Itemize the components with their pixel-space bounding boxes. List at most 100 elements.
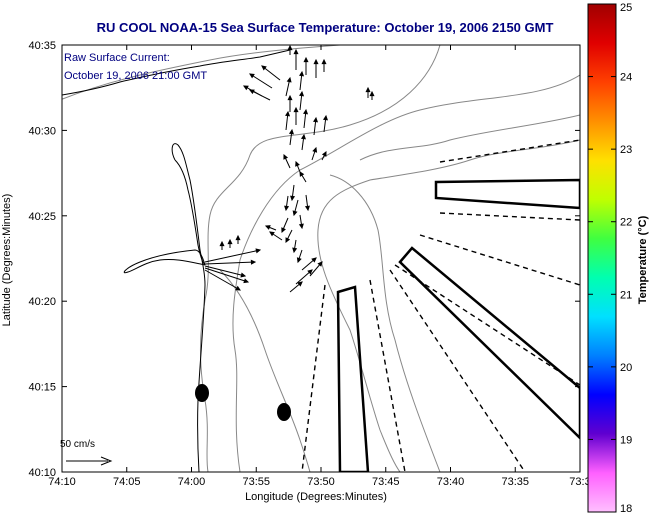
current-vector [204, 267, 249, 283]
current-vector-head [295, 160, 300, 167]
current-vector-head [304, 205, 310, 212]
current-vector-head [235, 234, 241, 241]
colorbar-ticks: 25 24 23 22 21 20 19 18 [588, 2, 632, 515]
y-tick-label: 40:35 [28, 40, 56, 52]
x-tick-label: 74:00 [178, 476, 206, 488]
scale-arrow-label: 50 cm/s [60, 439, 95, 450]
current-vector-head [313, 58, 319, 65]
current-vector-head [250, 259, 257, 265]
bathymetry-contour-inner [317, 139, 580, 472]
current-vector-head [292, 247, 298, 254]
radar-beam-line [439, 139, 580, 163]
colorbar-tick-label: 20 [620, 362, 632, 374]
x-axis-label: Longitude (Degrees:Minutes) [245, 491, 387, 503]
radar-beam-line [301, 284, 326, 472]
current-vector-head [285, 110, 291, 117]
current-vector-head [283, 153, 289, 160]
current-vector-head [312, 146, 318, 153]
current-vector-head [249, 73, 255, 79]
current-vector-head [269, 231, 275, 237]
colorbar-tick-label: 18 [620, 503, 632, 515]
current-vector-head [322, 114, 329, 121]
radar-beam-line [389, 269, 526, 472]
bathymetry-contour-deep [359, 114, 580, 161]
colorbar-label: Temperature (°C) [637, 215, 649, 304]
current-vector-head [297, 281, 303, 287]
current-vector-head [287, 45, 293, 51]
radar-beam-lines [301, 139, 580, 472]
chart-title: RU COOL NOAA-15 Sea Surface Temperature:… [97, 20, 554, 35]
current-vector-head [293, 48, 299, 55]
current-vector-head [307, 269, 313, 275]
current-vector-head [255, 248, 262, 254]
current-vector-head [298, 223, 304, 230]
current-vector-head [242, 85, 249, 91]
current-vector-head [296, 257, 302, 264]
current-vector-head [285, 237, 291, 244]
current-vector-head [365, 86, 371, 93]
current-vector [204, 265, 246, 277]
current-vector-head [286, 76, 292, 83]
x-tick-label: 73:50 [307, 476, 335, 488]
radar-sector-south [336, 285, 370, 472]
x-tick-label: 73:40 [437, 476, 465, 488]
current-vector-head [292, 210, 298, 217]
colorbar-tick-label: 23 [620, 144, 632, 156]
y-tick-label: 40:10 [28, 467, 56, 479]
x-tick-label: 74:05 [113, 476, 141, 488]
current-vector-head [288, 128, 294, 135]
current-vector-head [235, 285, 241, 291]
current-vector-head [264, 225, 271, 230]
colorbar-tick-label: 24 [620, 72, 632, 84]
current-vector-head [227, 238, 233, 245]
bathymetry-contour-mid [232, 74, 580, 472]
y-tick-label: 40:30 [28, 125, 56, 137]
annotation-line-1: Raw Surface Current: [64, 52, 170, 64]
current-vector-head [300, 133, 306, 140]
current-vector-head [303, 108, 309, 115]
radar-beam-line [369, 279, 406, 472]
radar-sector-southeast [398, 246, 580, 440]
colorbar-tick-label: 21 [620, 289, 632, 301]
radar-sectors [336, 178, 580, 472]
current-vector-head [219, 240, 225, 247]
current-vector-head [303, 56, 309, 63]
current-vector-head [243, 278, 250, 284]
current-vector-head [261, 65, 267, 71]
current-vector [204, 261, 256, 265]
radar-sector-east [434, 178, 580, 210]
current-vector [204, 269, 241, 291]
current-vector [249, 73, 273, 89]
station-marker [195, 384, 209, 402]
colorbar-gradient [587, 3, 617, 513]
x-axis: 74:10 74:05 74:00 73:55 73:50 73:45 73:40 73:35… [48, 45, 591, 488]
current-vector-head [287, 94, 293, 101]
current-vector-head [284, 205, 290, 212]
scale-arrow [66, 456, 113, 466]
colorbar-tick-label: 19 [620, 434, 632, 446]
y-tick-label: 40:15 [28, 382, 56, 394]
current-vector-head [293, 106, 299, 113]
bathymetry-contour-shelf [219, 269, 311, 472]
current-vector-head [311, 257, 317, 263]
current-vector-head [321, 58, 327, 65]
map-panel: 50 cm/s Raw Surface Current: October 19,… [60, 44, 581, 473]
y-tick-label: 40:20 [28, 296, 56, 308]
current-vector-head [317, 261, 323, 267]
y-axis-label: Latitude (Degrees:Minutes) [1, 194, 13, 327]
x-tick-label: 73:55 [242, 476, 270, 488]
colorbar-tick-label: 22 [620, 217, 632, 229]
current-vector-head [299, 90, 305, 97]
current-vector-head [299, 70, 305, 77]
current-vector-head [321, 150, 327, 157]
colorbar: 25 24 23 22 21 20 19 18 Temperature (°C) [587, 2, 649, 515]
bathymetry-contour-canyon [329, 174, 441, 472]
coastline-ny-harbor [62, 49, 291, 96]
radar-beam-line [419, 234, 580, 286]
current-vector-head [240, 272, 247, 278]
bathymetry-contour-north [62, 45, 341, 100]
annotation-line-2: October 19, 2006 21:00 GMT [64, 70, 207, 82]
surface-current-vectors [204, 45, 375, 293]
current-vector-head [290, 195, 296, 202]
